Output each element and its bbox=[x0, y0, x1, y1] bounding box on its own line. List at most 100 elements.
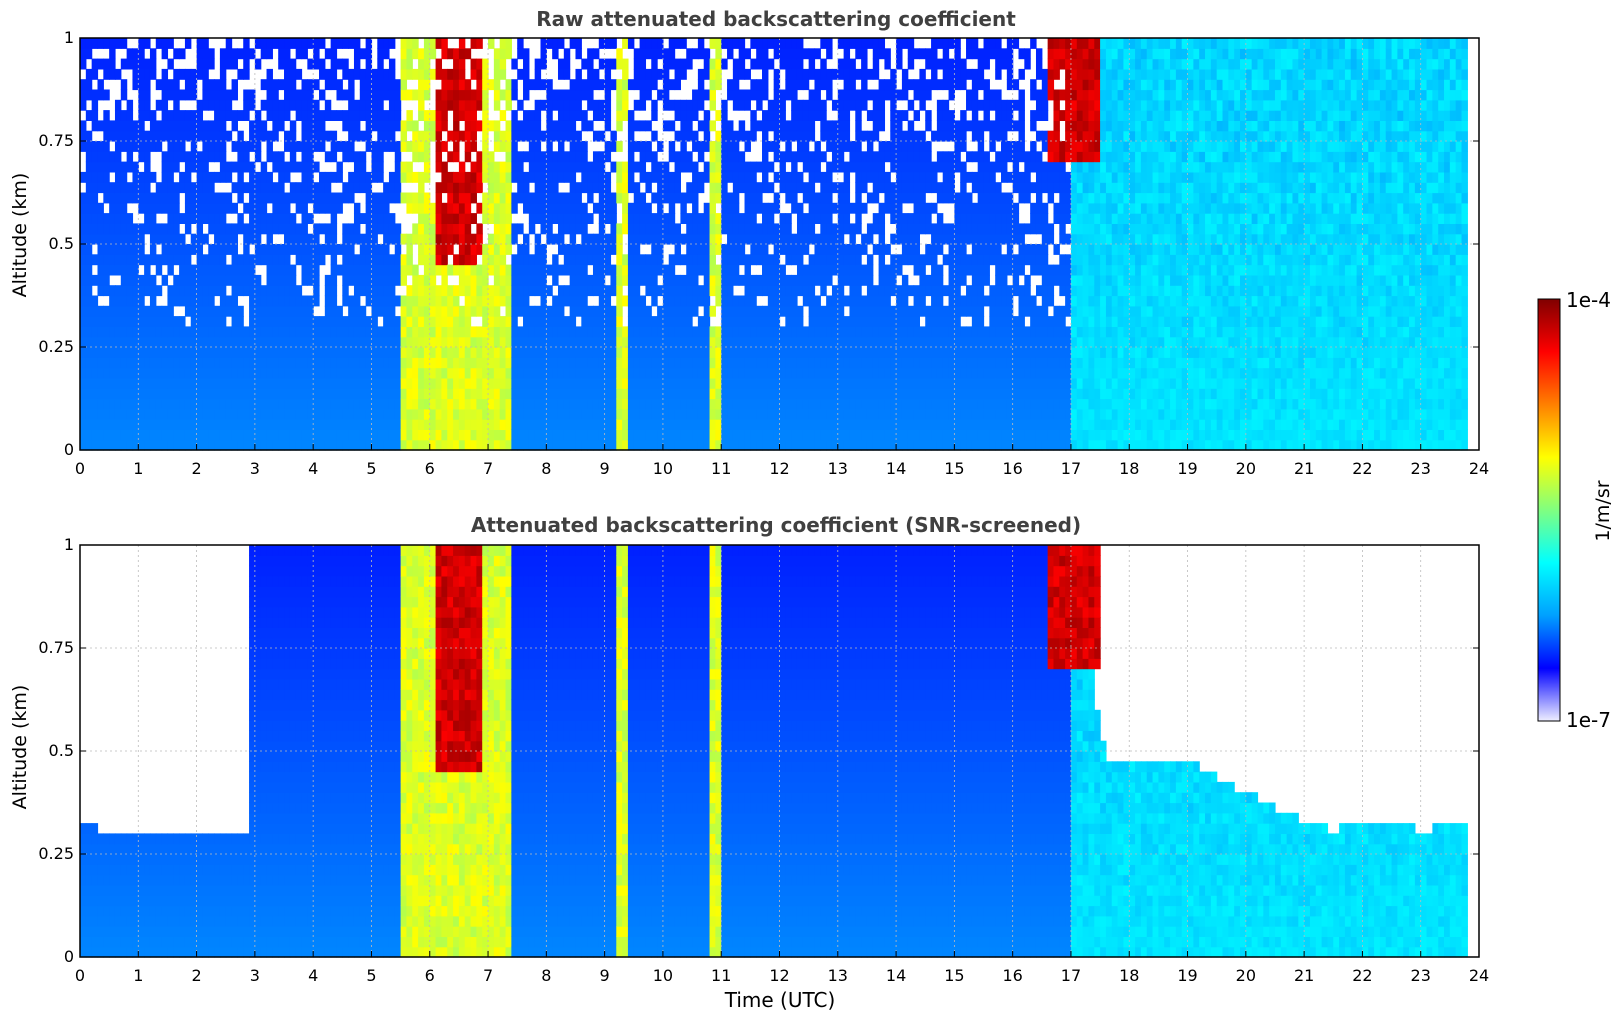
heatmap-cell bbox=[878, 316, 886, 327]
heatmap-cell bbox=[738, 223, 746, 235]
heatmap-cell bbox=[336, 326, 343, 338]
heatmap-cell bbox=[167, 110, 174, 121]
heatmap-cell bbox=[849, 151, 856, 163]
heatmap-column bbox=[872, 38, 880, 451]
heatmap-cell bbox=[657, 305, 664, 317]
heatmap-cell bbox=[196, 408, 204, 420]
heatmap-cell bbox=[692, 367, 699, 379]
heatmap-cell bbox=[109, 367, 116, 379]
heatmap-cell bbox=[534, 377, 542, 389]
heatmap-cell bbox=[359, 110, 367, 121]
heatmap-cell bbox=[820, 408, 827, 420]
heatmap-cell bbox=[289, 244, 297, 255]
heatmap-cell bbox=[721, 326, 728, 338]
heatmap-cell bbox=[750, 192, 757, 204]
heatmap-cell bbox=[756, 233, 763, 245]
heatmap-cell bbox=[85, 141, 93, 152]
heatmap-cell bbox=[190, 79, 198, 91]
heatmap-cell bbox=[138, 388, 145, 400]
heatmap-cell bbox=[272, 192, 279, 204]
heatmap-cell bbox=[284, 223, 291, 235]
heatmap-cell bbox=[225, 244, 233, 255]
heatmap-cell bbox=[114, 429, 122, 441]
heatmap-cell bbox=[418, 151, 425, 163]
heatmap-cell bbox=[348, 439, 355, 451]
heatmap-cell bbox=[552, 89, 559, 101]
heatmap-cell bbox=[534, 326, 542, 338]
heatmap-cell bbox=[161, 151, 169, 163]
heatmap-cell bbox=[703, 213, 711, 224]
heatmap-cell bbox=[80, 429, 87, 441]
heatmap-cell bbox=[732, 295, 740, 307]
heatmap-cell bbox=[161, 244, 169, 255]
heatmap-cell bbox=[144, 285, 151, 297]
heatmap-cell bbox=[913, 295, 920, 307]
heatmap-cell bbox=[907, 326, 915, 338]
heatmap-cell bbox=[692, 244, 699, 255]
heatmap-cell bbox=[505, 79, 512, 91]
heatmap-cell bbox=[243, 202, 250, 214]
heatmap-cell bbox=[552, 388, 559, 400]
heatmap-cell bbox=[278, 398, 285, 410]
heatmap-cell bbox=[779, 408, 786, 420]
heatmap-cell bbox=[184, 192, 192, 204]
heatmap-cell bbox=[173, 254, 180, 266]
heatmap-cell bbox=[167, 192, 174, 204]
heatmap-cell bbox=[458, 408, 466, 420]
heatmap-cell bbox=[464, 99, 472, 111]
heatmap-cell bbox=[114, 357, 122, 369]
heatmap-cell bbox=[896, 151, 903, 163]
heatmap-cell bbox=[453, 213, 460, 224]
heatmap-cell bbox=[744, 377, 751, 389]
heatmap-cell bbox=[388, 398, 396, 410]
heatmap-cell bbox=[820, 347, 827, 358]
heatmap-cell bbox=[254, 151, 262, 163]
heatmap-cell bbox=[657, 377, 664, 389]
heatmap-cell bbox=[557, 223, 565, 235]
heatmap-cell bbox=[377, 192, 384, 204]
heatmap-cell bbox=[598, 367, 606, 379]
heatmap-cell bbox=[750, 347, 757, 358]
heatmap-cell bbox=[802, 182, 810, 194]
heatmap-cell bbox=[616, 419, 623, 430]
heatmap-cell bbox=[155, 264, 163, 276]
heatmap-cell bbox=[773, 48, 781, 60]
heatmap-cell bbox=[482, 419, 489, 430]
heatmap-cell bbox=[488, 377, 495, 389]
heatmap-cell bbox=[394, 244, 402, 255]
heatmap-cell bbox=[534, 439, 542, 451]
heatmap-cell bbox=[342, 151, 349, 163]
heatmap-cell bbox=[633, 254, 641, 266]
heatmap-cell bbox=[517, 161, 524, 173]
heatmap-cell bbox=[587, 357, 594, 369]
heatmap-cell bbox=[80, 398, 87, 410]
heatmap-cell bbox=[348, 274, 355, 286]
heatmap-cell bbox=[866, 295, 874, 307]
heatmap-cell bbox=[767, 388, 775, 400]
heatmap-cell bbox=[808, 223, 816, 235]
heatmap-cell bbox=[231, 367, 238, 379]
heatmap-cell bbox=[680, 274, 687, 286]
heatmap-cell bbox=[418, 48, 425, 60]
heatmap-cell bbox=[91, 388, 99, 400]
heatmap-cell bbox=[260, 99, 268, 111]
heatmap-cell bbox=[278, 244, 285, 255]
heatmap-cell bbox=[534, 347, 542, 358]
heatmap-cell bbox=[272, 182, 279, 194]
heatmap-cell bbox=[837, 295, 845, 307]
heatmap-cell bbox=[138, 110, 145, 121]
heatmap-cell bbox=[674, 439, 681, 451]
heatmap-cell bbox=[744, 274, 751, 286]
heatmap-cell bbox=[785, 429, 792, 441]
heatmap-cell bbox=[249, 213, 256, 224]
heatmap-cell bbox=[219, 398, 227, 410]
heatmap-cell bbox=[412, 38, 419, 49]
heatmap-cell bbox=[295, 254, 303, 266]
heatmap-cell bbox=[144, 99, 151, 111]
heatmap-cell bbox=[878, 89, 886, 101]
heatmap-cell bbox=[727, 161, 734, 173]
heatmap-cell bbox=[831, 347, 839, 358]
heatmap-cell bbox=[91, 295, 99, 307]
heatmap-cell bbox=[750, 254, 757, 266]
heatmap-cell bbox=[365, 38, 373, 49]
